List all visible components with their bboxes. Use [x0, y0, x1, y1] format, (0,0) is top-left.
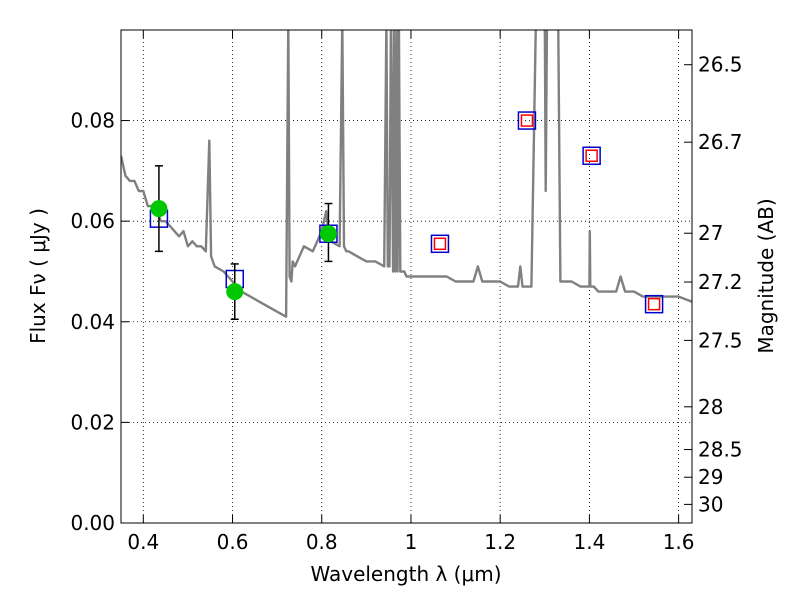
x-tick-label: 1	[405, 530, 418, 554]
right-tick-label: 26.7	[698, 130, 743, 154]
model-flux-square	[517, 111, 537, 130]
observed-flux-square	[585, 149, 598, 163]
x-tick-label: 1.4	[573, 530, 605, 554]
model-flux-square	[430, 234, 450, 254]
y-axis-right-label: Magnitude (AB)	[754, 198, 778, 353]
x-tick-label: 0.4	[127, 530, 159, 554]
y-tick-label: 0.04	[70, 310, 115, 334]
x-tick-label: 0.8	[306, 530, 338, 554]
right-tick-label: 27.5	[698, 328, 743, 352]
axis-ticks: 0.4 0.6 0.8 1 1.2 1.4 1.6 0.00 0.02 0.04 0.06 0.08 2…	[70, 30, 743, 554]
y-tick-label: 0.08	[70, 109, 115, 133]
observed-flux-square	[647, 297, 661, 311]
measured-flux-point	[150, 200, 168, 218]
y-axis-label: Flux Fν ( μJy )	[26, 208, 50, 344]
right-tick-label: 27.2	[698, 270, 743, 294]
right-tick-label: 28	[698, 395, 723, 419]
model-flux-square	[644, 294, 664, 314]
observed-flux-square	[520, 114, 534, 127]
right-tick-label: 30	[698, 492, 723, 516]
right-tick-label: 28.5	[698, 438, 743, 462]
right-tick-label: 26.5	[698, 53, 743, 77]
right-tick-label: 27	[698, 221, 723, 245]
model-spectrum-line	[121, 30, 692, 318]
y-tick-label: 0.06	[70, 209, 115, 233]
x-axis-label: Wavelength λ (μm)	[310, 562, 501, 586]
plot-frame	[120, 29, 693, 524]
x-tick-label: 1.2	[484, 530, 516, 554]
measured-flux-point	[319, 225, 337, 243]
plot-area	[121, 30, 692, 321]
right-tick-label: 29	[698, 465, 723, 489]
observed-flux-square	[433, 237, 447, 251]
x-tick-label: 0.6	[217, 530, 249, 554]
measured-flux-point	[226, 283, 244, 301]
y-tick-label: 0.00	[70, 511, 115, 535]
model-flux-square	[582, 146, 601, 166]
x-tick-label: 1.6	[663, 530, 695, 554]
y-tick-label: 0.02	[70, 410, 115, 434]
